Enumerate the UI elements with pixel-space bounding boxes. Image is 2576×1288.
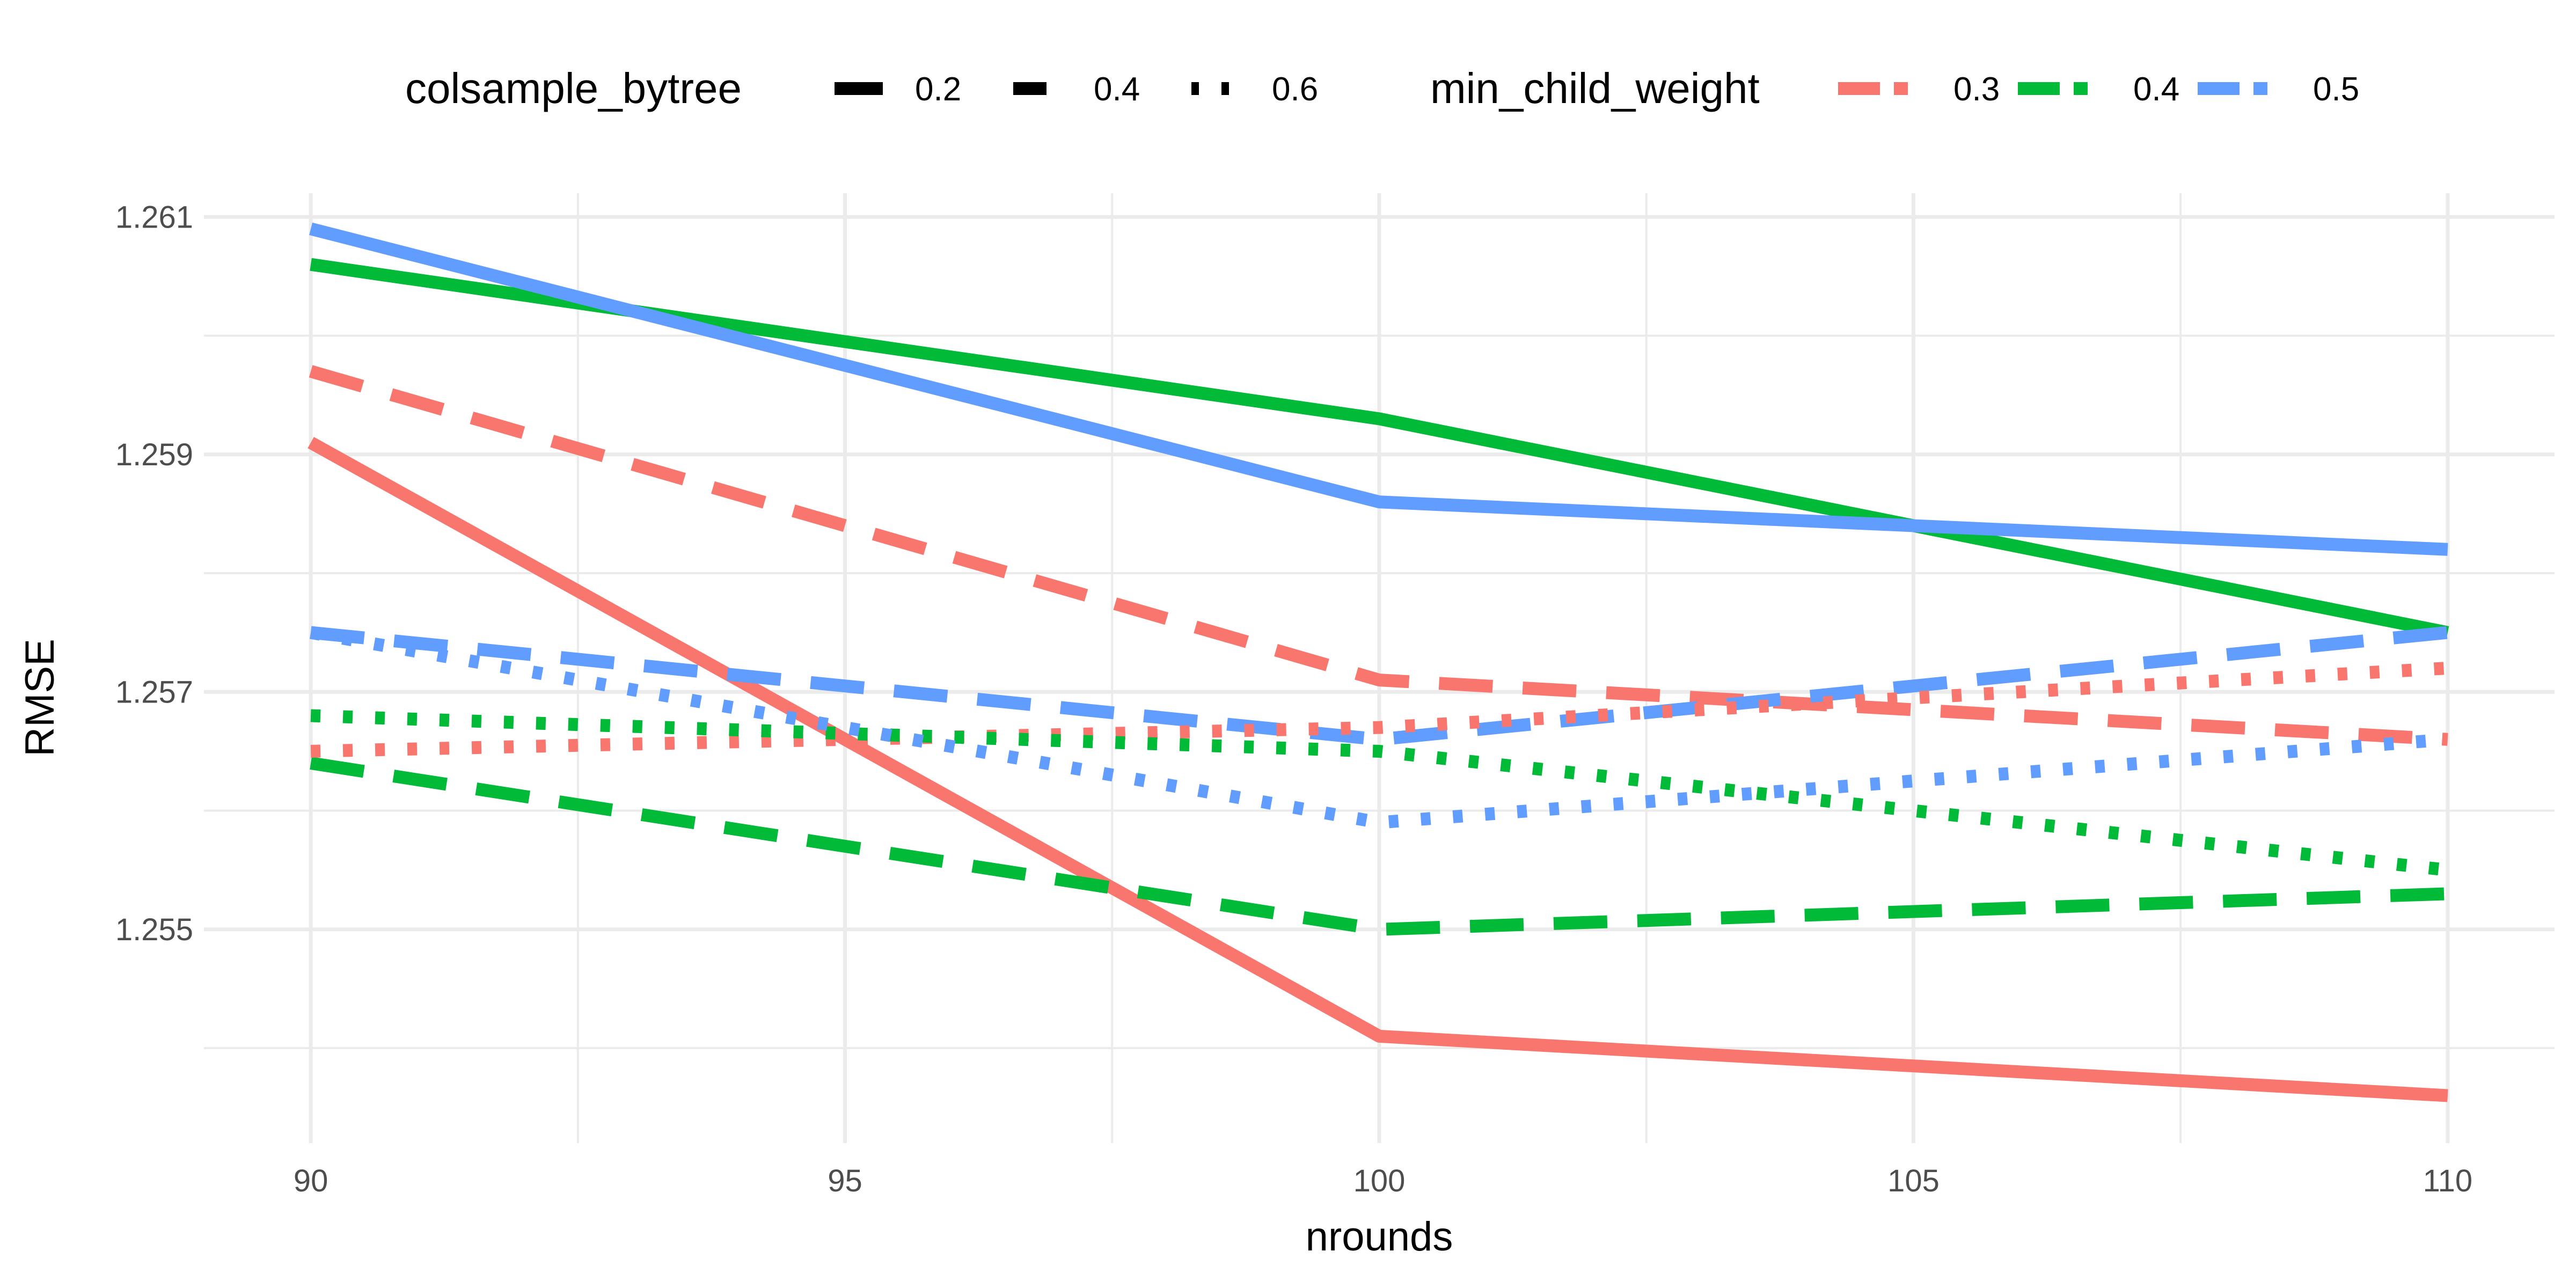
x-tick-label: 100 — [1353, 1163, 1406, 1198]
series-line-cs0.4-mcw0.4 — [310, 757, 2448, 936]
legend-label-mcw-0.5: 0.5 — [2313, 71, 2359, 108]
series-line-cs0.2-mcw0.3 — [308, 437, 2448, 1102]
y-axis-ticks: 1.255 1.257 1.259 1.261 — [115, 200, 193, 947]
y-tick-label: 1.257 — [115, 675, 193, 709]
series-line-cs0.4-mcw0.5 — [310, 626, 2449, 746]
legend: colsample_bytree 0.2 0.4 0.6 min_child_wei… — [405, 64, 2359, 112]
y-tick-label: 1.259 — [115, 437, 193, 472]
x-tick-label: 105 — [1887, 1163, 1940, 1198]
x-tick-label: 95 — [828, 1163, 862, 1198]
legend-label-mcw-0.3: 0.3 — [1953, 71, 2000, 108]
series-line-cs0.2-mcw0.5 — [309, 222, 2448, 556]
y-tick-label: 1.261 — [115, 200, 193, 235]
legend-title-colsample-bytree: colsample_bytree — [405, 64, 742, 112]
series-line-cs0.6-mcw0.5 — [309, 626, 2448, 829]
legend-linetype-keys: 0.2 0.4 0.6 — [835, 71, 1318, 108]
grid — [204, 193, 2555, 1143]
x-axis-ticks: 90 95 100 105 110 — [294, 1163, 2472, 1198]
x-tick-label: 110 — [2423, 1163, 2472, 1198]
series-lines — [308, 222, 2449, 1102]
y-tick-label: 1.255 — [115, 912, 193, 947]
legend-label-colsample-0.6: 0.6 — [1272, 71, 1318, 108]
legend-label-colsample-0.4: 0.4 — [1094, 71, 1140, 108]
series-line-cs0.4-mcw0.3 — [309, 365, 2448, 746]
x-tick-label: 90 — [294, 1163, 328, 1198]
series-line-cs0.6-mcw0.3 — [310, 662, 2448, 758]
legend-title-min-child-weight: min_child_weight — [1430, 64, 1760, 112]
x-axis-title: nrounds — [1306, 1214, 1453, 1260]
y-axis-title: RMSE — [17, 639, 63, 757]
series-line-cs0.6-mcw0.4 — [310, 709, 2449, 877]
legend-color-keys: 0.3 0.4 0.5 — [1838, 71, 2359, 108]
legend-label-colsample-0.2: 0.2 — [915, 71, 961, 108]
legend-label-mcw-0.4: 0.4 — [2133, 71, 2179, 108]
